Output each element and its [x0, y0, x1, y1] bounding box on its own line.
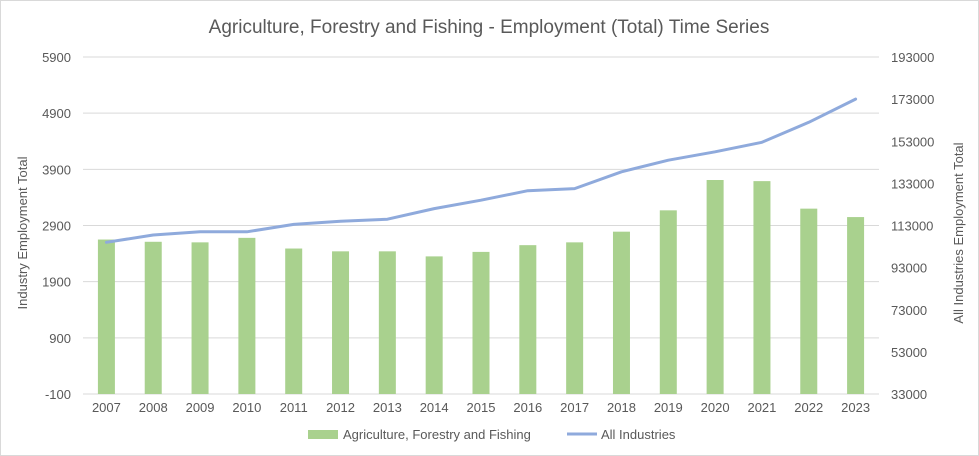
- bar-2022: [800, 208, 818, 394]
- bar-2017: [566, 242, 584, 394]
- line-series: [104, 97, 858, 244]
- right-tick-label: 53000: [891, 345, 927, 360]
- x-tick-label: 2007: [92, 400, 121, 415]
- right-tick-label: 73000: [891, 303, 927, 318]
- x-tick-label: 2015: [467, 400, 496, 415]
- left-axis-title: Industry Employment Total: [15, 156, 30, 309]
- bar-2009: [191, 242, 209, 394]
- x-tick-label: 2018: [607, 400, 636, 415]
- right-tick-label: 133000: [891, 176, 934, 191]
- bar-2013: [378, 251, 396, 394]
- left-tick-label: 1900: [42, 275, 71, 290]
- chart-title: Agriculture, Forestry and Fishing - Empl…: [209, 17, 770, 38]
- legend-label-agriculture: Agriculture, Forestry and Fishing: [343, 427, 531, 442]
- left-axis-ticks: 5900 4900 3900 2900 1900 900 -100: [42, 50, 71, 402]
- bar-2010: [238, 237, 256, 394]
- left-tick-label: 3900: [42, 162, 71, 177]
- right-axis-ticks: 193000 173000 153000 133000 113000 93000 73000…: [891, 50, 934, 402]
- x-tick-label: 2009: [186, 400, 215, 415]
- x-tick-label: 2022: [794, 400, 823, 415]
- x-tick-label: 2020: [701, 400, 730, 415]
- bar-2015: [472, 251, 490, 394]
- x-tick-label: 2019: [654, 400, 683, 415]
- x-tick-label: 2014: [420, 400, 449, 415]
- left-tick-label: 5900: [42, 50, 71, 65]
- left-tick-label: 2900: [42, 219, 71, 234]
- left-tick-label: 900: [49, 331, 71, 346]
- legend: Agriculture, Forestry and Fishing All In…: [308, 427, 676, 442]
- x-tick-label: 2017: [560, 400, 589, 415]
- bar-2007: [97, 239, 115, 394]
- legend-label-all-industries: All Industries: [601, 427, 676, 442]
- x-tick-label: 2013: [373, 400, 402, 415]
- bar-2008: [144, 241, 162, 394]
- line-all-industries: [104, 97, 858, 244]
- right-tick-label: 153000: [891, 134, 934, 149]
- x-tick-label: 2011: [280, 400, 308, 415]
- bar-2021: [753, 181, 771, 394]
- bar-2012: [332, 251, 350, 394]
- x-tick-label: 2008: [139, 400, 168, 415]
- bar-2014: [425, 256, 443, 394]
- bar-2018: [612, 231, 630, 394]
- right-tick-label: 173000: [891, 92, 934, 107]
- x-tick-label: 2023: [841, 400, 870, 415]
- x-tick-label: 2010: [232, 400, 261, 415]
- bar-series: [97, 180, 865, 394]
- x-tick-label: 2016: [513, 400, 542, 415]
- x-axis-ticks: 2007 2008 2009 2010 2011 2012 2013 2014 2015 2016…: [92, 400, 870, 415]
- bar-2011: [285, 248, 303, 394]
- x-tick-label: 2012: [326, 400, 355, 415]
- legend-swatch-agriculture: [308, 430, 338, 439]
- bar-2016: [519, 245, 537, 394]
- right-tick-label: 193000: [891, 50, 934, 65]
- left-tick-label: -100: [45, 387, 71, 402]
- right-axis-title: All Industries Employment Total: [951, 142, 966, 323]
- left-tick-label: 4900: [42, 106, 71, 121]
- bar-2019: [659, 210, 677, 394]
- bar-2023: [847, 217, 865, 394]
- right-tick-label: 33000: [891, 387, 927, 402]
- right-tick-label: 93000: [891, 261, 927, 276]
- right-tick-label: 113000: [891, 219, 933, 234]
- x-tick-label: 2021: [747, 400, 776, 415]
- bar-2020: [706, 180, 724, 394]
